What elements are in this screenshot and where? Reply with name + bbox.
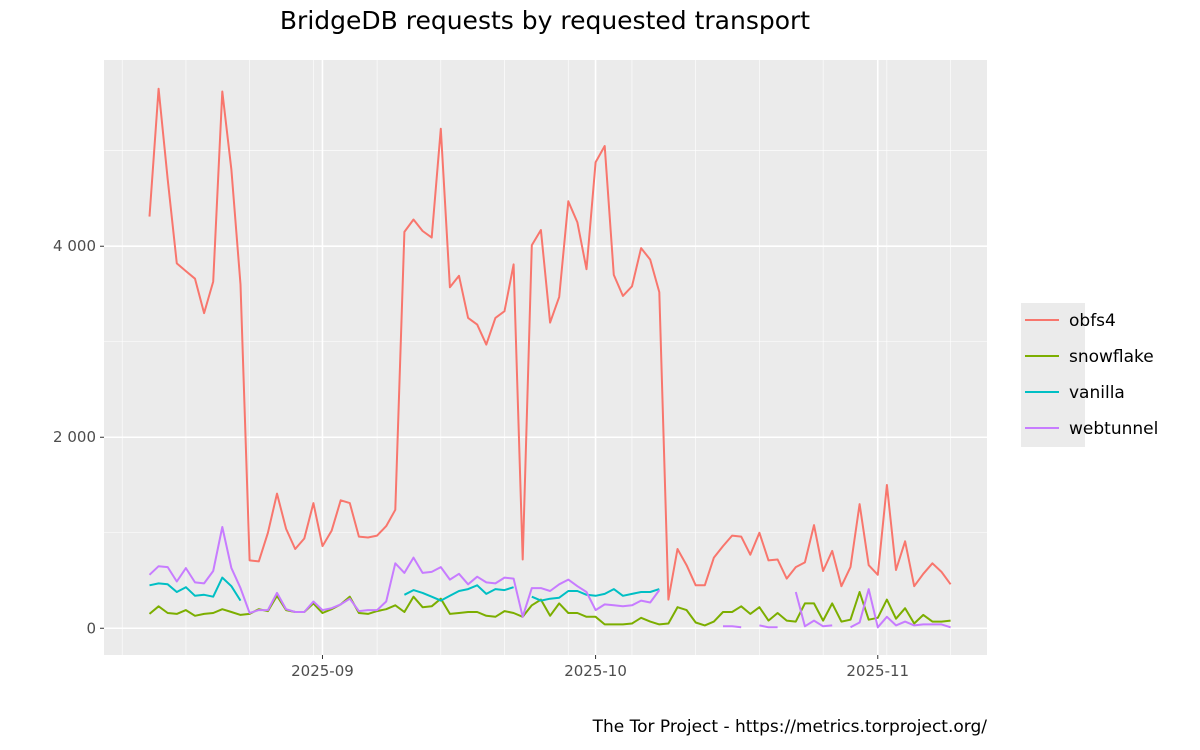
x-tick-label: 2025-11 (846, 662, 909, 680)
series-line-webtunnel (850, 588, 951, 629)
legend-label-vanilla: vanilla (1069, 383, 1125, 403)
chart-caption: The Tor Project - https://metrics.torpro… (592, 717, 987, 737)
series-webtunnel (148, 526, 951, 629)
series-line-webtunnel (148, 526, 661, 618)
y-tick-label: 0 (86, 619, 96, 637)
series-line-vanilla (403, 584, 514, 602)
x-tick-label: 2025-09 (291, 662, 354, 680)
legend: obfs4 snowflake vanilla webtunnel (1021, 303, 1158, 447)
series-line-webtunnel (759, 624, 778, 629)
series-obfs4 (148, 87, 952, 601)
series-line-obfs4 (148, 87, 952, 601)
x-tick-label: 2025-10 (564, 662, 627, 680)
series-line-webtunnel (723, 625, 742, 629)
legend-label-obfs4: obfs4 (1069, 311, 1116, 331)
legend-key-background (1021, 303, 1085, 447)
chart-title: BridgeDB requests by requested transport (279, 6, 811, 35)
legend-label-webtunnel: webtunnel (1069, 419, 1158, 439)
series-vanilla (149, 576, 660, 602)
series-line-webtunnel (794, 591, 833, 628)
series-line-vanilla (531, 588, 660, 602)
series-line-vanilla (149, 576, 242, 602)
plot-panel (104, 60, 987, 655)
y-tick-label: 2 000 (53, 428, 96, 446)
y-tick-label: 4 000 (53, 237, 96, 255)
legend-label-snowflake: snowflake (1069, 347, 1154, 367)
